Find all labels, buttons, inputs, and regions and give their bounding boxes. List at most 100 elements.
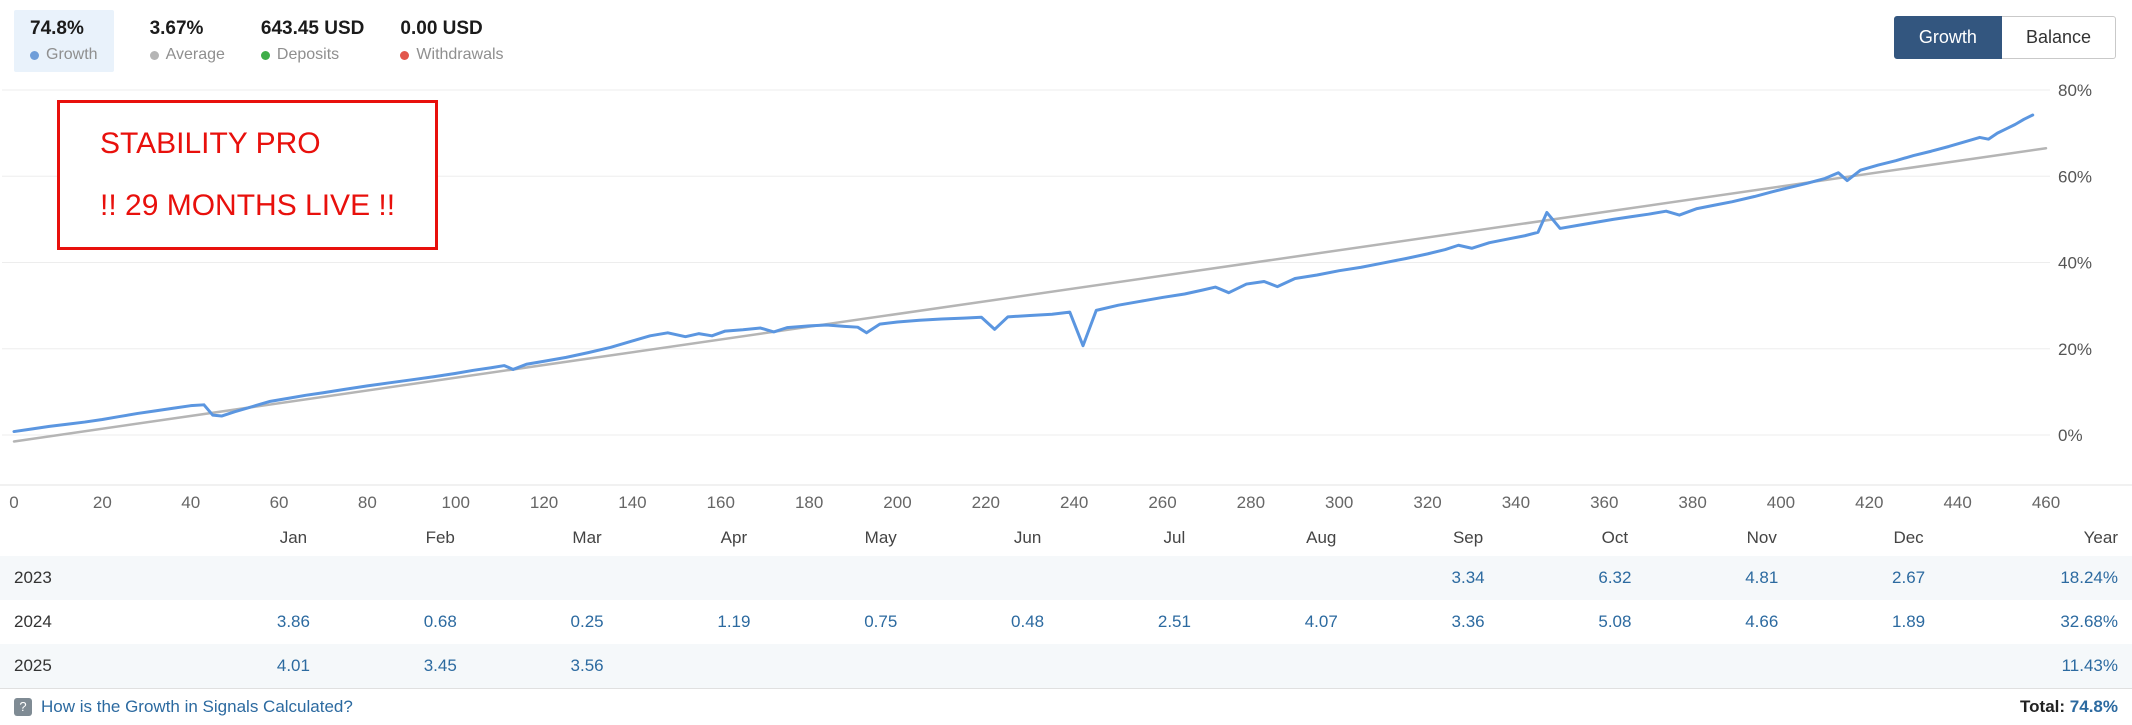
growth-cell: 6.32 [1598,568,1632,587]
row-total: 18.24% [2060,568,2118,587]
month-header-oct: Oct [1601,528,1629,547]
month-header-may: May [864,528,897,547]
average-label: Average [165,46,225,63]
svg-text:120: 120 [530,493,558,512]
month-header-jan: Jan [279,528,308,547]
svg-text:80%: 80% [2058,81,2092,100]
svg-text:340: 340 [1502,493,1530,512]
stats-bar: 74.8% Growth 3.67% Average 643.45 USD De… [14,10,504,72]
growth-cell: 1.19 [717,612,751,631]
svg-text:380: 380 [1678,493,1706,512]
stat-growth: 74.8% Growth [14,10,114,72]
row-year-label: 2023 [14,568,52,587]
svg-text:280: 280 [1237,493,1265,512]
svg-text:360: 360 [1590,493,1618,512]
table-row-2023: 2023 3.34 6.32 4.81 2.67 18.24% [0,556,2132,600]
svg-text:20: 20 [93,493,112,512]
deposits-value: 643.45 USD [260,18,365,39]
growth-cell: 0.68 [423,612,457,631]
growth-cell: 3.56 [570,656,604,675]
footer: ? How is the Growth in Signals Calculate… [0,688,2132,725]
svg-text:240: 240 [1060,493,1088,512]
withdrawals-dot-icon [400,50,410,60]
average-label-row: Average [149,46,225,64]
svg-text:140: 140 [618,493,646,512]
growth-label-row: Growth [30,46,98,64]
row-total: 32.68% [2060,612,2118,631]
growth-dot-icon [30,50,39,60]
growth-tab-button[interactable]: Growth [1893,16,2002,59]
months-header-year: Year [2083,528,2118,547]
month-header-apr: Apr [720,528,748,547]
svg-text:400: 400 [1767,493,1795,512]
chart-mode-toggle: Growth Balance [1893,16,2116,59]
svg-text:60%: 60% [2058,167,2092,186]
growth-cell: 3.34 [1451,568,1485,587]
yearly-growth-table: 2023 3.34 6.32 4.81 2.67 18.24% 2024 3.86 0.68 0.… [0,556,2132,688]
growth-cell: 1.89 [1892,612,1926,631]
month-header-dec: Dec [1893,528,1924,547]
growth-label: Growth [46,46,98,63]
growth-cell: 0.25 [570,612,604,631]
withdrawals-value: 0.00 USD [400,18,483,39]
svg-text:440: 440 [1943,493,1971,512]
svg-text:260: 260 [1148,493,1176,512]
svg-text:160: 160 [707,493,735,512]
growth-cell: 4.07 [1304,612,1338,631]
annotation-box: STABILITY PRO !! 29 MONTHS LIVE !! [57,100,439,250]
svg-text:420: 420 [1855,493,1883,512]
growth-cell: 0.48 [1011,612,1045,631]
svg-text:60: 60 [270,493,289,512]
svg-text:40%: 40% [2058,254,2092,273]
growth-cell: 3.86 [276,612,310,631]
svg-text:200: 200 [883,493,911,512]
balance-tab-button[interactable]: Balance [2001,16,2116,59]
svg-text:220: 220 [972,493,1000,512]
stat-deposits: 643.45 USD Deposits [260,10,365,72]
growth-cell: 5.08 [1598,612,1632,631]
table-row-2024: 2024 3.86 0.68 0.25 1.19 0.75 0.48 2.51 4.07 3.36… [0,600,2132,644]
annotation-line1: STABILITY PRO [100,127,321,160]
deposits-dot-icon [260,50,270,60]
total-label: Total: [2020,697,2066,716]
svg-text:0: 0 [9,493,18,512]
growth-cell: 4.81 [1745,568,1779,587]
svg-text:20%: 20% [2058,340,2092,359]
row-year-label: 2024 [14,612,52,631]
growth-cell: 2.67 [1892,568,1926,587]
month-header-mar: Mar [572,528,602,547]
month-header-feb: Feb [425,528,455,547]
growth-cell: 4.01 [276,656,310,675]
month-header-nov: Nov [1746,528,1777,547]
growth-cell: 3.36 [1451,612,1485,631]
average-value: 3.67% [149,18,204,39]
help-icon: ? [14,698,32,716]
growth-help-link[interactable]: ? How is the Growth in Signals Calculate… [14,697,353,717]
growth-cell: 2.51 [1157,612,1191,631]
total-growth: Total: 74.8% [2020,697,2118,717]
total-value: 74.8% [2069,697,2118,716]
average-dot-icon [149,50,159,60]
row-year-label: 2025 [14,656,52,675]
svg-text:40: 40 [181,493,200,512]
row-total: 11.43% [2061,656,2118,675]
stat-withdrawals: 0.00 USD Withdrawals [400,10,504,72]
svg-text:100: 100 [442,493,470,512]
svg-text:460: 460 [2032,493,2060,512]
deposits-label: Deposits [276,46,340,63]
svg-text:0%: 0% [2058,426,2083,445]
annotation-line2: !! 29 MONTHS LIVE !! [100,189,396,222]
svg-text:80: 80 [358,493,377,512]
svg-text:320: 320 [1413,493,1441,512]
help-link-label: How is the Growth in Signals Calculated? [41,697,353,716]
month-header-sep: Sep [1452,528,1484,547]
withdrawals-label-row: Withdrawals [400,46,504,64]
growth-chart: 0% 20% 40% 60% 80% 0 20 40 60 80 100 120 140 160 180 20… [0,81,2132,512]
svg-text:300: 300 [1325,493,1353,512]
stat-average: 3.67% Average [149,10,225,72]
growth-value: 74.8% [30,18,84,39]
deposits-label-row: Deposits [260,46,365,64]
svg-text:180: 180 [795,493,823,512]
month-header-jul: Jul [1163,528,1186,547]
